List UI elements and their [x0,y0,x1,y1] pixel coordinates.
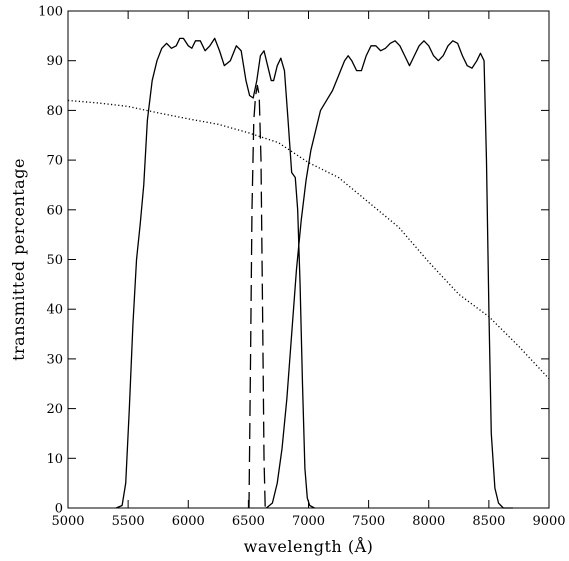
series-line-1-solid [115,37,315,509]
x-tick-label: 5500 [112,514,145,529]
x-tick-label: 6500 [232,514,265,529]
series-group [67,37,550,509]
y-tick-label: 40 [46,303,63,318]
y-tick-label: 60 [46,203,63,218]
x-axis-title: wavelength (Å) [244,536,374,556]
y-tick-label: 20 [46,402,63,417]
series-line-4-dotted [67,99,550,380]
x-tick-label: 8000 [412,514,445,529]
x-tick-label: 9000 [532,514,565,529]
y-tick-label: 10 [46,452,63,467]
x-tick-label: 5000 [51,514,84,529]
y-tick-label: 30 [46,352,63,367]
series-line-3-dashed [248,84,266,509]
y-tick-label: 70 [46,154,63,169]
y-tick-label: 0 [55,502,63,517]
series-line-2-solid [265,40,513,509]
plot-frame-group [67,10,550,509]
y-axis-title: transmitted percentage [9,158,28,361]
plot-frame [67,10,550,509]
ticks-group: 5000 5500 6000 6500 7000 7500 8000 8500 9000 0 10 2… [38,5,565,530]
y-tick-label: 50 [46,253,63,268]
y-tick-label: 90 [46,54,63,69]
x-tick-label: 7000 [292,514,325,529]
x-tick-label: 7500 [352,514,385,529]
y-tick-label: 80 [46,104,63,119]
x-tick-label: 6000 [172,514,205,529]
y-tick-label: 100 [38,5,63,20]
x-tick-label: 8500 [472,514,505,529]
